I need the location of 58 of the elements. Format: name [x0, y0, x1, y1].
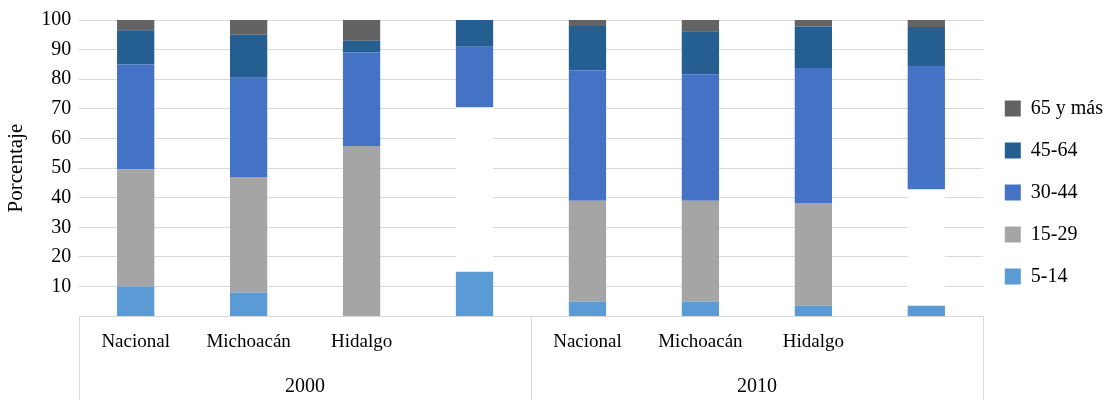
bar [681, 74, 720, 201]
x-tick-label: Hidalgo [330, 329, 393, 351]
bar [342, 40, 381, 53]
x-tick-label: Nacional [101, 329, 170, 351]
bar [342, 20, 381, 41]
bar [681, 200, 720, 302]
bar [455, 271, 494, 317]
y-tick-label: 50 [51, 155, 72, 178]
y-tick-label: 90 [51, 36, 72, 59]
bar [229, 176, 268, 293]
bar [794, 305, 832, 317]
legend-label: 65 y más [1030, 95, 1104, 119]
bar [117, 64, 155, 170]
bar [455, 20, 494, 47]
bar [229, 34, 268, 78]
bar [568, 70, 607, 201]
bar [117, 30, 155, 65]
bar [568, 200, 607, 302]
y-tick-label: 80 [51, 66, 72, 89]
bar [117, 169, 155, 287]
text: 2010 [736, 374, 777, 397]
bar [794, 203, 832, 306]
y-tick-label: 60 [51, 125, 72, 148]
bar [117, 286, 155, 317]
bar [681, 20, 720, 32]
bar [794, 26, 832, 68]
y-tick-label: 70 [51, 96, 72, 119]
legend-label: 30-44 [1030, 179, 1078, 202]
bar [681, 301, 720, 317]
x-tick-label: Nacional [553, 329, 622, 351]
bar [907, 305, 945, 317]
bar [794, 67, 832, 204]
bar [117, 20, 155, 31]
bar [907, 20, 945, 28]
bar [229, 292, 268, 317]
bar [568, 301, 607, 317]
y-tick-label: 100 [41, 7, 72, 30]
bar [794, 20, 832, 27]
x-tick-label: Michoacán [206, 329, 292, 351]
legend-label: 15-29 [1030, 221, 1078, 244]
bar [342, 52, 381, 146]
bar [568, 20, 607, 26]
legend-label: 5-14 [1030, 263, 1068, 286]
y-tick-label: 40 [51, 184, 72, 207]
bar [907, 27, 945, 66]
legend-label: 45-64 [1030, 137, 1078, 160]
y-tick-label: 30 [51, 214, 72, 237]
x-tick-label: Hidalgo [782, 329, 844, 351]
y-tick-label: 10 [51, 273, 72, 296]
bar [342, 145, 381, 317]
bar [681, 31, 720, 75]
bar [229, 20, 268, 35]
bar [568, 25, 607, 71]
x-tick-label: Michoacán [658, 329, 744, 351]
bar [229, 77, 268, 177]
y-tick-label: 20 [51, 244, 72, 267]
y-axis-title: Porcentaje [3, 123, 28, 213]
text: 2000 [285, 374, 326, 397]
